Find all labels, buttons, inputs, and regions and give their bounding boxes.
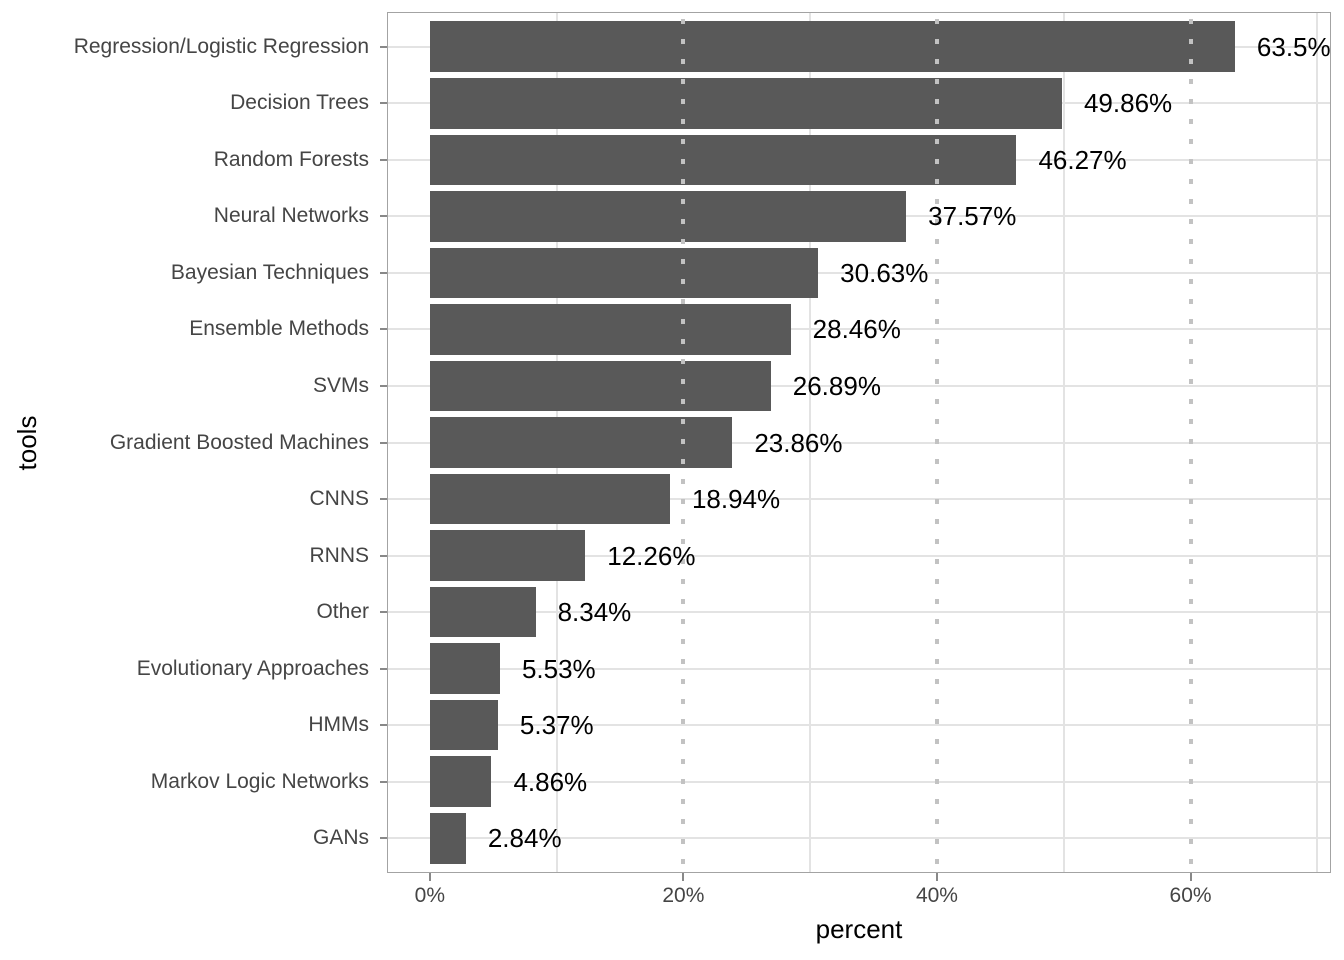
y-axis-category-label: Decision Trees <box>230 91 369 115</box>
x-axis-tick <box>428 873 431 881</box>
bar <box>429 134 1017 186</box>
x-axis-tick-label: 60% <box>1169 884 1212 907</box>
horizontal-gridline <box>388 724 1330 727</box>
bar-value-label: 5.37% <box>519 710 594 741</box>
bar-value-label: 49.86% <box>1083 88 1173 119</box>
y-axis-tick <box>380 441 388 444</box>
bar <box>429 417 733 468</box>
bar-value-label: 12.26% <box>607 540 696 571</box>
bar <box>429 530 586 581</box>
bar-value-label: 30.63% <box>840 257 929 288</box>
horizontal-gridline <box>388 611 1330 614</box>
horizontal-gridline <box>388 441 1330 444</box>
horizontal-gridline <box>388 667 1330 670</box>
x-axis-tick-label: 0% <box>414 884 445 907</box>
horizontal-gridline <box>388 384 1330 387</box>
bar-value-label: 37.57% <box>928 201 1017 232</box>
y-axis-tick <box>380 328 388 331</box>
horizontal-gridline <box>388 837 1330 840</box>
horizontal-gridline <box>388 498 1330 500</box>
y-axis-category-label: Neural Networks <box>213 204 369 228</box>
dotted-gridline-x <box>1188 13 1193 872</box>
horizontal-gridline <box>388 554 1330 557</box>
bar-value-label: 2.84% <box>487 823 562 854</box>
bar <box>429 247 819 299</box>
x-axis-title: percent <box>815 914 903 944</box>
y-axis-category-label: GANs <box>312 826 369 850</box>
horizontal-gridline <box>388 271 1330 274</box>
bar-value-label: 4.86% <box>513 766 588 797</box>
y-axis-tick <box>380 724 388 727</box>
x-axis-tick <box>935 873 938 881</box>
y-axis-category-label: HMMs <box>308 713 369 737</box>
bar-value-label: 5.53% <box>521 653 596 684</box>
y-axis-title: tools <box>12 415 42 470</box>
bar <box>429 360 771 412</box>
bar <box>429 586 536 638</box>
y-axis-category-label: Ensemble Methods <box>189 317 369 341</box>
bar-value-label: 63.5% <box>1256 31 1331 62</box>
y-axis-category-label: Regression/Logistic Regression <box>73 34 369 58</box>
x-axis-tick-label: 20% <box>662 884 705 907</box>
y-axis-tick <box>380 215 388 218</box>
bar-value-label: 23.86% <box>754 427 843 458</box>
bar-value-label: 28.46% <box>812 314 901 345</box>
x-axis-tick-label: 40% <box>915 884 958 907</box>
horizontal-gridline <box>388 780 1330 783</box>
dotted-gridline-x <box>681 13 686 872</box>
y-axis-tick <box>380 384 388 387</box>
bar <box>429 191 907 242</box>
bar <box>429 77 1062 129</box>
x-axis-tick <box>1189 873 1192 881</box>
dotted-gridline-x <box>934 13 939 872</box>
bar <box>429 699 498 751</box>
y-axis-category-label: SVMs <box>312 373 369 397</box>
y-axis-tick <box>380 102 388 105</box>
bar-value-label: 46.27% <box>1038 144 1127 175</box>
bar <box>429 473 670 525</box>
y-axis-category-label: Markov Logic Networks <box>150 769 369 793</box>
y-axis-tick <box>380 158 388 161</box>
y-axis-tick <box>380 837 388 840</box>
bar-value-label: 18.94% <box>691 484 781 514</box>
y-axis-category-label: Other <box>316 600 369 624</box>
y-axis-tick <box>380 498 388 500</box>
bar <box>429 21 1235 73</box>
bar <box>429 756 492 807</box>
y-axis-category-label: RNNS <box>309 543 369 567</box>
y-axis-tick <box>380 780 388 783</box>
y-axis-category-label: Random Forests <box>213 147 369 171</box>
y-axis-category-label: Evolutionary Approaches <box>136 656 369 680</box>
bar <box>429 812 466 864</box>
y-axis-tick <box>380 667 388 670</box>
y-axis-category-label: CNNS <box>309 487 369 510</box>
y-axis-tick <box>380 611 388 614</box>
y-axis-tick <box>380 45 388 48</box>
bar-value-label: 26.89% <box>792 370 881 401</box>
y-axis-category-label: Gradient Boosted Machines <box>109 430 369 454</box>
horizontal-gridline <box>388 328 1330 331</box>
bar-value-label: 8.34% <box>557 597 632 628</box>
y-axis-tick <box>380 554 388 557</box>
y-axis-tick <box>380 271 388 274</box>
y-axis-category-label: Bayesian Techniques <box>170 260 369 284</box>
bar <box>429 304 791 355</box>
x-axis-tick <box>682 873 685 881</box>
bar <box>429 643 500 694</box>
